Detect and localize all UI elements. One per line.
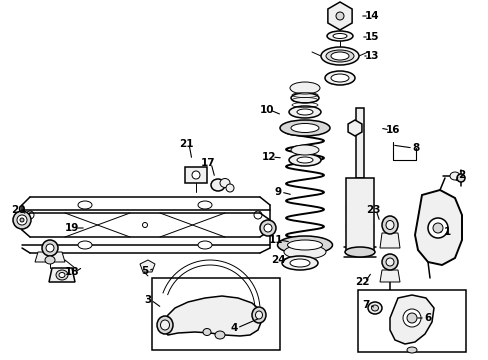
Text: 4: 4 xyxy=(230,323,237,333)
Ellipse shape xyxy=(385,258,393,266)
Text: 18: 18 xyxy=(64,267,79,277)
Polygon shape xyxy=(414,190,461,265)
Ellipse shape xyxy=(59,273,65,278)
Bar xyxy=(346,178,373,253)
Ellipse shape xyxy=(264,224,271,232)
Text: 9: 9 xyxy=(274,187,281,197)
Ellipse shape xyxy=(210,179,224,191)
Text: 20: 20 xyxy=(11,205,25,215)
Text: 15: 15 xyxy=(364,32,379,42)
Ellipse shape xyxy=(296,157,312,163)
Ellipse shape xyxy=(371,305,378,311)
Ellipse shape xyxy=(198,241,212,249)
Ellipse shape xyxy=(296,109,312,115)
Text: 16: 16 xyxy=(385,125,400,135)
Text: 12: 12 xyxy=(261,152,276,162)
Ellipse shape xyxy=(385,220,393,230)
Ellipse shape xyxy=(288,106,320,118)
Polygon shape xyxy=(162,296,262,336)
Ellipse shape xyxy=(56,270,68,280)
Text: 23: 23 xyxy=(365,205,380,215)
Text: 1: 1 xyxy=(443,227,450,237)
Polygon shape xyxy=(327,2,351,30)
Polygon shape xyxy=(347,120,361,136)
Text: 13: 13 xyxy=(364,51,379,61)
Ellipse shape xyxy=(325,50,353,62)
Ellipse shape xyxy=(287,240,322,250)
Text: 11: 11 xyxy=(268,235,283,245)
Polygon shape xyxy=(35,252,65,262)
Text: 10: 10 xyxy=(259,105,274,115)
Ellipse shape xyxy=(282,256,317,270)
Ellipse shape xyxy=(157,316,173,334)
Ellipse shape xyxy=(78,241,92,249)
Polygon shape xyxy=(140,260,155,272)
Ellipse shape xyxy=(367,302,381,314)
Ellipse shape xyxy=(406,313,416,323)
Bar xyxy=(152,278,280,350)
Ellipse shape xyxy=(290,145,318,155)
Ellipse shape xyxy=(288,154,320,166)
Text: 14: 14 xyxy=(364,11,379,21)
Ellipse shape xyxy=(215,331,224,339)
Ellipse shape xyxy=(335,12,343,20)
Text: 6: 6 xyxy=(424,313,431,323)
Ellipse shape xyxy=(325,71,354,85)
Ellipse shape xyxy=(330,74,348,82)
Ellipse shape xyxy=(330,52,348,60)
Ellipse shape xyxy=(277,236,332,254)
Bar xyxy=(357,290,465,352)
Ellipse shape xyxy=(255,311,262,319)
Ellipse shape xyxy=(225,184,234,192)
Ellipse shape xyxy=(45,256,55,264)
Text: 8: 8 xyxy=(411,143,419,153)
Polygon shape xyxy=(379,270,399,282)
Ellipse shape xyxy=(320,47,358,65)
Ellipse shape xyxy=(17,215,27,225)
Ellipse shape xyxy=(251,307,265,323)
Ellipse shape xyxy=(432,223,442,233)
Ellipse shape xyxy=(381,254,397,270)
Text: 7: 7 xyxy=(362,300,369,310)
Ellipse shape xyxy=(46,244,54,252)
Bar xyxy=(355,108,363,178)
Ellipse shape xyxy=(406,347,416,353)
Ellipse shape xyxy=(20,218,24,222)
Ellipse shape xyxy=(203,328,210,336)
Polygon shape xyxy=(389,295,433,344)
Ellipse shape xyxy=(192,171,200,179)
Text: 21: 21 xyxy=(179,139,193,149)
Ellipse shape xyxy=(220,179,229,188)
Ellipse shape xyxy=(289,259,309,267)
Text: 22: 22 xyxy=(354,277,368,287)
Ellipse shape xyxy=(260,220,275,236)
Ellipse shape xyxy=(42,240,58,256)
Ellipse shape xyxy=(280,120,329,136)
Ellipse shape xyxy=(198,201,212,209)
Ellipse shape xyxy=(345,247,374,257)
Ellipse shape xyxy=(289,82,319,94)
Text: 24: 24 xyxy=(270,255,285,265)
Ellipse shape xyxy=(78,201,92,209)
Ellipse shape xyxy=(449,172,459,180)
Text: 19: 19 xyxy=(65,223,79,233)
Ellipse shape xyxy=(284,245,325,259)
Text: 2: 2 xyxy=(457,170,465,180)
Ellipse shape xyxy=(427,218,447,238)
Ellipse shape xyxy=(290,123,318,132)
Ellipse shape xyxy=(332,33,346,39)
Ellipse shape xyxy=(160,320,169,330)
Bar xyxy=(184,167,206,183)
Polygon shape xyxy=(379,233,399,248)
Polygon shape xyxy=(49,268,75,282)
Text: 3: 3 xyxy=(144,295,151,305)
Ellipse shape xyxy=(456,174,464,182)
Ellipse shape xyxy=(13,211,31,229)
Ellipse shape xyxy=(290,93,318,103)
Ellipse shape xyxy=(326,31,352,41)
Ellipse shape xyxy=(402,309,420,327)
Text: 17: 17 xyxy=(200,158,215,168)
Text: 5: 5 xyxy=(141,266,148,276)
Ellipse shape xyxy=(381,216,397,234)
